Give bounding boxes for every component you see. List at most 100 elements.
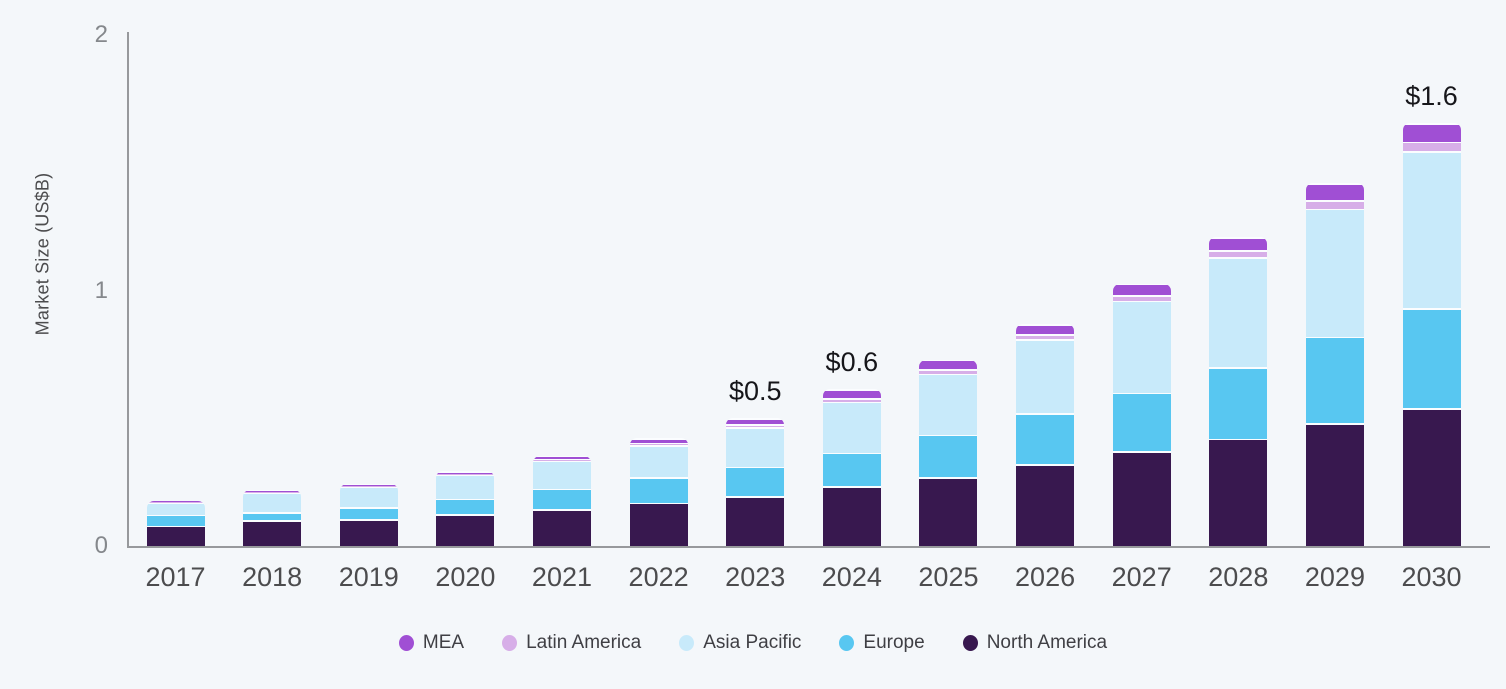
bar-segment-asia-pacific-2025 [919,375,978,435]
bar-segment-mea-2026 [1016,325,1075,335]
bar-segment-latin-america-2017 [146,501,205,503]
bar-value-label-2023: $0.5 [728,375,782,406]
bar-segment-europe-2027 [1112,394,1171,452]
legend-item-north-america: North America [962,632,1108,654]
bar-segment-asia-pacific-2029 [1305,210,1364,337]
bar-segment-latin-america-2027 [1112,296,1171,301]
bar-segment-europe-2018 [243,513,302,521]
bar-segment-latin-america-2024 [822,399,881,402]
bar-segment-north-america-2025 [919,478,978,546]
bar-segment-mea-2023 [726,419,785,425]
bar-segment-latin-america-2025 [919,371,978,374]
bar-segment-mea-2030 [1402,125,1461,142]
y-axis-line [127,32,129,548]
bar-segment-europe-2028 [1209,368,1268,439]
bar-segment-europe-2025 [919,436,978,478]
bar-segment-north-america-2021 [532,510,591,546]
bar-segment-europe-2026 [1016,414,1075,465]
x-axis-label-2017: 2017 [145,562,206,592]
bar-segment-asia-pacific-2024 [822,403,881,453]
bar-2029 [1305,183,1364,546]
bar-2023 [726,418,785,546]
bar-segment-latin-america-2022 [629,444,688,446]
x-axis-label-2026: 2026 [1015,562,1076,592]
legend-label-europe: Europe [863,632,925,653]
bar-segment-mea-2028 [1209,238,1268,251]
bar-segment-north-america-2017 [146,527,205,546]
bar-value-label-2024: $0.6 [825,347,879,378]
x-axis-label-2025: 2025 [918,562,979,592]
bar-segment-europe-2030 [1402,310,1461,409]
x-axis-label-2027: 2027 [1111,562,1172,592]
bar-segment-asia-pacific-2020 [436,476,495,499]
bar-segment-latin-america-2030 [1402,143,1461,152]
bar-segment-north-america-2023 [726,497,785,546]
bar-2025 [919,359,978,546]
bar-segment-latin-america-2018 [243,492,302,493]
bar-segment-asia-pacific-2021 [532,462,591,489]
bar-value-label-2030: $1.6 [1405,81,1458,112]
y-tick-label-0: 0 [94,532,108,559]
x-axis-label-2021: 2021 [531,562,592,592]
y-tick-label-1: 1 [94,276,108,304]
bar-2020 [436,471,495,546]
bar-segment-mea-2027 [1112,285,1171,296]
x-axis-label-2019: 2019 [338,562,399,592]
bar-segment-latin-america-2023 [726,425,785,428]
bar-segment-north-america-2024 [822,487,881,546]
legend-label-latin-america: Latin America [526,632,642,653]
bar-segment-europe-2029 [1305,338,1364,424]
bar-segment-north-america-2019 [339,520,398,546]
x-axis-label-2029: 2029 [1304,562,1365,592]
legend-label-north-america: North America [986,632,1108,653]
bar-2017 [146,500,205,546]
bar-segment-mea-2029 [1305,185,1364,201]
y-tick-label-2: 2 [94,21,108,48]
bar-segment-mea-2022 [629,440,688,443]
bar-segment-europe-2024 [822,454,881,486]
x-axis-label-2024: 2024 [821,562,882,592]
bar-segment-europe-2021 [532,490,591,509]
bar-segment-latin-america-2028 [1209,251,1268,258]
x-axis-label-2020: 2020 [435,562,496,592]
bar-segment-asia-pacific-2030 [1402,152,1461,309]
bar-2027 [1112,283,1171,546]
bar-segment-latin-america-2029 [1305,201,1364,209]
bar-segment-mea-2018 [243,491,302,492]
bar-segment-asia-pacific-2027 [1112,302,1171,393]
bar-segment-europe-2017 [146,516,205,526]
legend-item-mea: MEA [398,632,465,654]
bar-segment-mea-2020 [436,472,495,474]
bar-segment-asia-pacific-2028 [1209,258,1268,368]
legend-dot-latin-america [502,635,518,651]
bar-segment-latin-america-2021 [532,459,591,461]
bar-segment-asia-pacific-2018 [243,494,302,513]
bar-2022 [629,438,688,546]
bar-segment-latin-america-2026 [1016,336,1075,340]
bar-segment-asia-pacific-2017 [146,504,205,515]
bar-2028 [1209,237,1268,546]
bar-2026 [1016,324,1075,546]
bar-segment-north-america-2026 [1016,465,1075,546]
bar-segment-asia-pacific-2022 [629,446,688,478]
x-axis-line [127,546,1490,548]
bar-2018 [243,490,302,546]
y-axis-title: Market Size (US$B) [32,172,53,336]
bar-segment-latin-america-2019 [339,485,398,487]
bar-segment-north-america-2018 [243,522,302,546]
legend: MEA Latin America Asia Pacific Europe North … [0,632,1506,654]
bar-segment-asia-pacific-2026 [1016,340,1075,414]
bar-segment-mea-2017 [146,500,205,502]
legend-label-asia-pacific: Asia Pacific [703,632,802,653]
bar-segment-europe-2020 [436,500,495,515]
x-axis-label-2028: 2028 [1208,562,1269,592]
legend-item-europe: Europe [839,632,925,654]
legend-item-latin-america: Latin America [502,632,641,654]
x-axis-label-2030: 2030 [1401,562,1462,592]
bar-segment-asia-pacific-2019 [339,488,398,507]
bar-segment-north-america-2020 [436,515,495,546]
bar-segment-asia-pacific-2023 [726,428,785,467]
legend-label-mea: MEA [422,632,465,653]
bar-2024 [822,389,881,546]
